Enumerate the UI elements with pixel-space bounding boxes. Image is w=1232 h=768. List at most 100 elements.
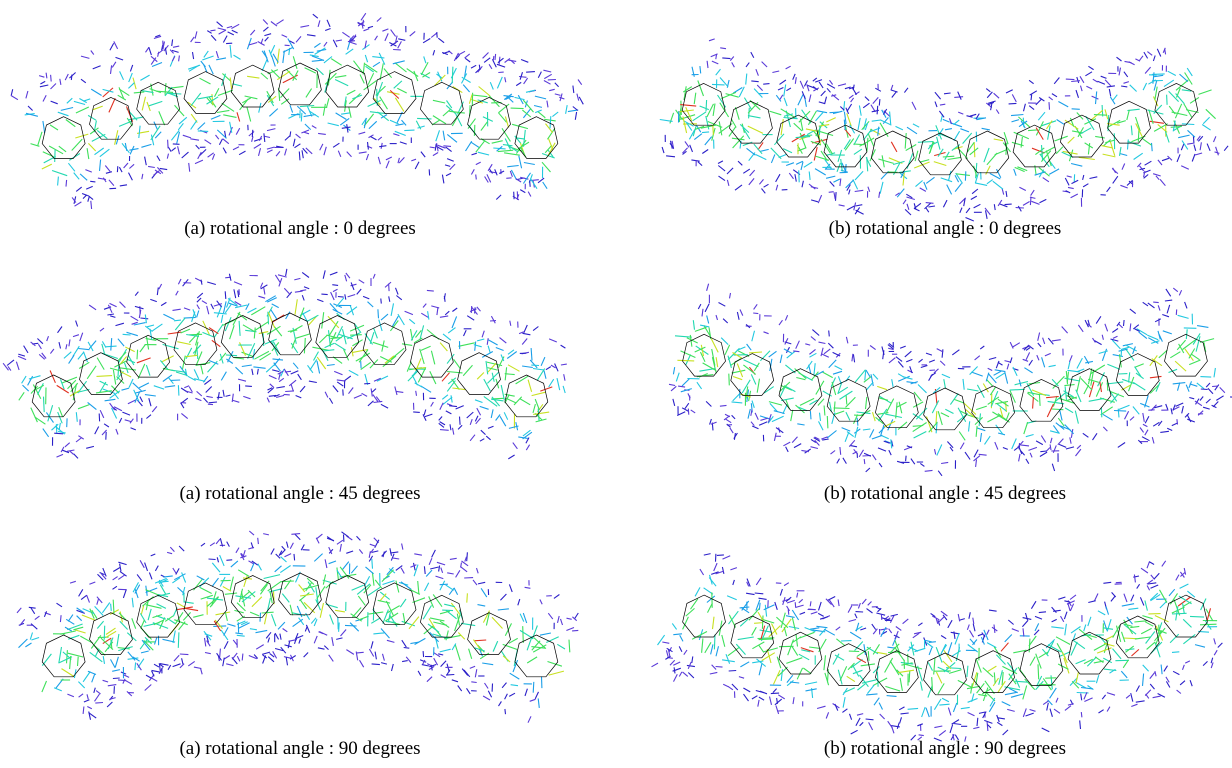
vector: [398, 314, 405, 325]
vector: [1120, 185, 1127, 188]
vector: [1018, 441, 1024, 447]
vector: [295, 144, 301, 148]
vector: [185, 608, 198, 610]
vector: [391, 30, 396, 37]
vector: [504, 96, 514, 97]
vector: [914, 208, 919, 211]
vector: [352, 95, 362, 99]
vector: [858, 603, 860, 608]
vector: [200, 78, 211, 84]
vector: [833, 371, 842, 374]
vector: [533, 327, 538, 331]
vector: [69, 355, 75, 363]
vector: [800, 81, 803, 89]
vector: [679, 646, 682, 651]
vector: [926, 353, 932, 355]
vector: [868, 651, 869, 661]
vector: [44, 397, 45, 413]
vector-fields: [3, 13, 1232, 741]
vector: [899, 707, 904, 710]
vector: [129, 149, 138, 151]
vector: [1160, 590, 1167, 603]
vector: [842, 428, 851, 432]
vector: [104, 626, 105, 640]
vector: [448, 328, 455, 334]
vector: [911, 459, 915, 465]
vector: [110, 316, 115, 318]
vector: [952, 350, 959, 355]
vector: [378, 157, 380, 164]
vector: [1050, 709, 1052, 717]
vector: [225, 304, 231, 313]
vector: [523, 430, 531, 436]
vector: [811, 337, 816, 341]
vector: [1166, 681, 1170, 687]
vector: [31, 624, 37, 630]
vector: [1080, 720, 1081, 729]
vector: [880, 714, 885, 719]
vector: [1211, 658, 1213, 664]
vector: [482, 663, 493, 665]
vector: [1005, 692, 1018, 695]
vector: [938, 471, 942, 476]
vector: [877, 386, 887, 389]
vector: [100, 328, 104, 331]
vector: [293, 56, 297, 69]
vector: [496, 348, 504, 351]
vector: [132, 618, 136, 628]
vector: [945, 129, 952, 130]
vector: [290, 605, 293, 616]
vector: [915, 151, 918, 161]
vector: [471, 142, 480, 148]
vector: [1081, 712, 1082, 717]
vector: [188, 661, 194, 666]
vector: [1038, 333, 1040, 341]
vector: [930, 373, 935, 377]
vector: [712, 61, 718, 64]
vector: [1178, 135, 1189, 138]
vector: [1113, 176, 1118, 183]
vector: [124, 675, 129, 678]
vector: [230, 325, 235, 339]
vector: [996, 110, 999, 114]
vector: [949, 171, 951, 180]
vector: [566, 105, 568, 114]
vector: [107, 702, 112, 707]
vector: [892, 727, 894, 733]
vector: [507, 352, 517, 359]
vector: [1083, 175, 1084, 180]
vector: [314, 352, 319, 361]
vector: [867, 609, 873, 613]
vector: [747, 148, 756, 155]
vector: [845, 432, 849, 442]
vector: [538, 698, 539, 708]
vector: [96, 691, 100, 694]
vector: [323, 580, 337, 584]
vector: [743, 142, 753, 146]
vector: [332, 285, 338, 286]
vector: [1208, 388, 1213, 394]
vector: [952, 651, 961, 657]
vector: [870, 346, 876, 350]
vector: [359, 280, 365, 284]
vector: [1094, 115, 1107, 116]
vector: [980, 433, 981, 442]
vector: [713, 104, 715, 116]
vector: [375, 580, 382, 588]
vector: [550, 116, 551, 128]
vector: [674, 674, 678, 681]
vector: [74, 173, 80, 180]
vector: [1084, 625, 1086, 632]
vector: [549, 89, 555, 90]
vector: [1197, 383, 1204, 389]
vector: [87, 595, 90, 603]
vector: [1039, 684, 1056, 685]
vector: [47, 336, 49, 341]
magnet-outline: [1068, 369, 1111, 411]
vector: [207, 306, 209, 314]
vector: [932, 677, 933, 691]
vector: [1013, 343, 1020, 347]
vector: [493, 56, 494, 61]
vector: [193, 52, 194, 59]
vector: [1151, 585, 1159, 588]
